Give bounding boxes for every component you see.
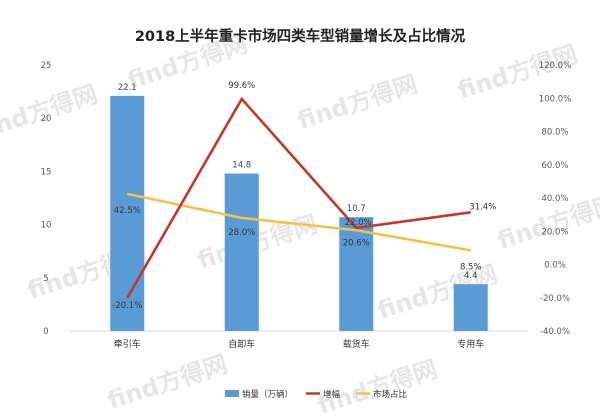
watermark-text: find方得网 xyxy=(104,350,231,414)
bar xyxy=(110,95,145,331)
bar xyxy=(224,173,259,331)
bar xyxy=(453,284,488,331)
share-value-label: 28.0% xyxy=(228,228,255,238)
series-line-2 xyxy=(126,192,471,252)
y-left-tick-label: 20 xyxy=(41,114,52,124)
y-right-tick-label: 80.0% xyxy=(541,128,568,138)
share-value-label: 8.5% xyxy=(460,262,482,272)
y-left-tick-label: 15 xyxy=(41,167,52,177)
chart-title: 2018上半年重卡市场四类车型销量增长及占比情况 xyxy=(135,27,466,45)
growth-value-label: 99.6% xyxy=(228,81,255,91)
bar-value-label: 4.4 xyxy=(464,271,478,281)
data-labels: 22.1 14.8 10.7 4.4 -20.1% 99.6% 22.0% 31.4% 42.5… xyxy=(112,81,496,311)
x-tick-label: 载货车 xyxy=(343,338,370,350)
bar xyxy=(339,217,374,331)
growth-value-label: 22.0% xyxy=(345,218,372,228)
bar-series xyxy=(110,95,488,331)
y-right-tick-label: 100.0% xyxy=(539,94,571,104)
y-left-tick-label: 0 xyxy=(43,327,48,337)
share-value-label: 42.5% xyxy=(114,206,141,216)
series-line-1 xyxy=(126,96,471,299)
legend-label: 增幅 xyxy=(323,389,341,400)
y-right-tick-label: 20.0% xyxy=(541,227,568,237)
bar-value-label: 14.8 xyxy=(232,161,251,171)
y-right-tick-label: 120.0% xyxy=(539,61,571,71)
y-left-tick-label: 5 xyxy=(43,274,48,284)
growth-value-label: 31.4% xyxy=(469,202,496,212)
growth-value-label: -20.1% xyxy=(112,301,142,311)
legend-label: 市场占比 xyxy=(373,389,407,400)
bar-value-label: 22.1 xyxy=(118,83,137,93)
y-right-tick-label: 40.0% xyxy=(541,194,568,204)
legend: 销量（万辆） 增幅 市场占比 xyxy=(225,389,407,400)
watermark-text: find方得网 xyxy=(294,70,421,135)
line-series xyxy=(126,96,471,299)
legend-label: 销量（万辆） xyxy=(242,389,293,400)
y-right-tick-label: -20.0% xyxy=(540,294,570,304)
watermark-text: find方得网 xyxy=(0,80,101,145)
legend-swatch-bar xyxy=(225,390,239,397)
axes: 0 5 10 15 20 25 -40.0% -20.0% 0.0% 20.0% 40.0% 60.0… xyxy=(41,61,572,350)
bar-value-label: 10.7 xyxy=(347,204,366,214)
x-tick-label: 专用车 xyxy=(457,338,484,350)
y-right-tick-label: -40.0% xyxy=(540,327,570,337)
share-value-label: 20.6% xyxy=(343,238,370,248)
y-left-tick-label: 25 xyxy=(41,61,52,71)
x-tick-label: 自卸车 xyxy=(228,338,255,350)
y-left-tick-label: 10 xyxy=(41,221,52,231)
watermark-text: find方得网 xyxy=(314,355,441,414)
y-right-tick-label: 60.0% xyxy=(541,161,568,171)
y-right-tick-label: 0.0% xyxy=(544,261,566,271)
x-tick-label: 牵引车 xyxy=(114,338,141,350)
